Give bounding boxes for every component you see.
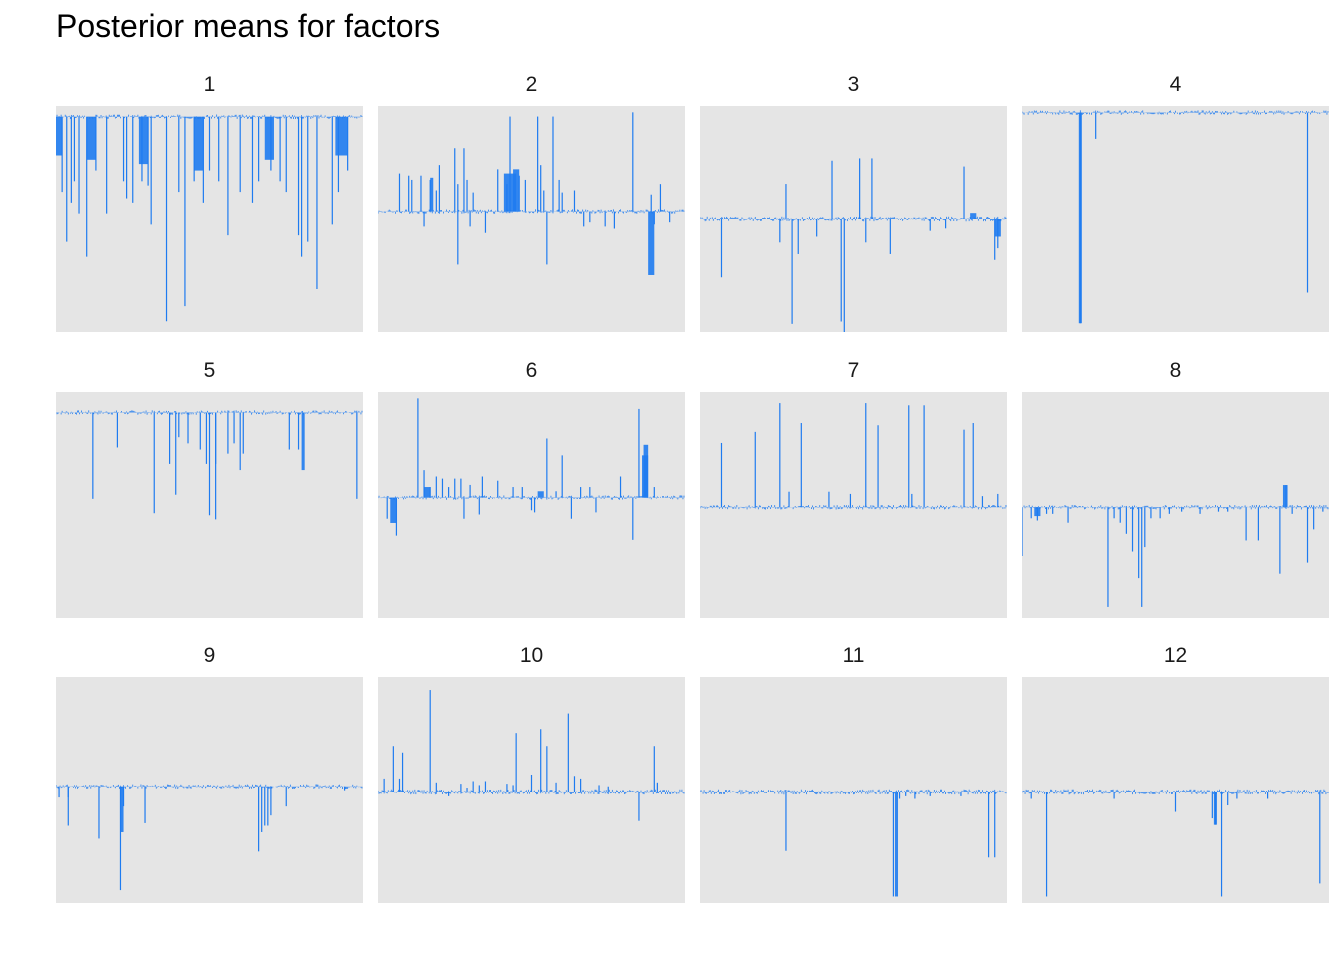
facet-11: 11 — [700, 641, 1007, 903]
facet-1: 1 — [56, 70, 363, 332]
noise-bars — [56, 410, 363, 415]
bar-band — [264, 116, 274, 160]
facet-label: 1 — [203, 73, 216, 96]
panel-background — [378, 106, 685, 332]
facet-6: 6 — [378, 356, 685, 618]
noise-bars — [700, 789, 1007, 795]
facet-panel — [1022, 677, 1329, 903]
facet-panel — [56, 106, 363, 332]
bar-band — [894, 791, 899, 897]
facet-label: 9 — [203, 644, 216, 667]
facet-panel — [378, 677, 685, 903]
bar-band — [335, 116, 348, 156]
facet-9: 9 — [56, 641, 363, 903]
panel-background — [1022, 106, 1329, 332]
bar-band — [970, 213, 977, 219]
bar-band — [56, 116, 63, 156]
facet-label: 6 — [525, 359, 538, 382]
noise-bars — [378, 209, 685, 214]
bar-band — [120, 786, 124, 832]
bar-band — [513, 169, 520, 212]
facet-label: 12 — [1163, 644, 1188, 667]
facet-panel — [1022, 392, 1329, 618]
bar-band — [424, 487, 431, 498]
facet-panel — [1022, 106, 1329, 332]
bar-band — [643, 444, 649, 498]
facet-10: 10 — [378, 641, 685, 903]
facet-12: 12 — [1022, 641, 1329, 903]
bar-band — [537, 491, 544, 498]
noise-bars — [56, 784, 363, 790]
bar-band — [194, 116, 204, 171]
bar-band — [138, 116, 149, 165]
facet-panel — [700, 677, 1007, 903]
facet-panel — [56, 677, 363, 903]
facet-label: 3 — [847, 73, 860, 96]
chart-title: Posterior means for factors — [56, 8, 441, 44]
facet-7: 7 — [700, 356, 1007, 618]
bar-band — [86, 116, 96, 160]
bar-band — [390, 497, 397, 523]
facet-panel — [56, 392, 363, 618]
facet-3: 3 — [700, 70, 1007, 332]
panel-background — [1022, 392, 1329, 618]
panel-background — [700, 392, 1007, 618]
facet-4: 4 — [1022, 70, 1329, 332]
facet-panel — [378, 392, 685, 618]
facet-label: 5 — [203, 359, 216, 382]
facet-5: 5 — [56, 356, 363, 618]
facet-8: 8 — [1022, 356, 1329, 618]
bar-band — [301, 412, 305, 471]
noise-bars — [700, 504, 1007, 510]
facet-label: 8 — [1169, 359, 1182, 382]
facet-label: 4 — [1169, 73, 1182, 96]
facet-label: 7 — [847, 359, 860, 382]
panel-background — [700, 677, 1007, 903]
bar-band — [648, 211, 655, 275]
noise-bars — [1022, 789, 1329, 795]
facet-label: 11 — [842, 644, 865, 667]
noise-bars — [1022, 110, 1329, 115]
facet-label: 2 — [525, 73, 538, 96]
panel-background — [56, 677, 363, 903]
bar-band — [1282, 485, 1288, 508]
facet-panel — [700, 392, 1007, 618]
facet-panel — [700, 106, 1007, 332]
bar-band — [430, 177, 434, 212]
facet-label: 10 — [519, 644, 544, 667]
facet-panel — [378, 106, 685, 332]
facet-2: 2 — [378, 70, 685, 332]
